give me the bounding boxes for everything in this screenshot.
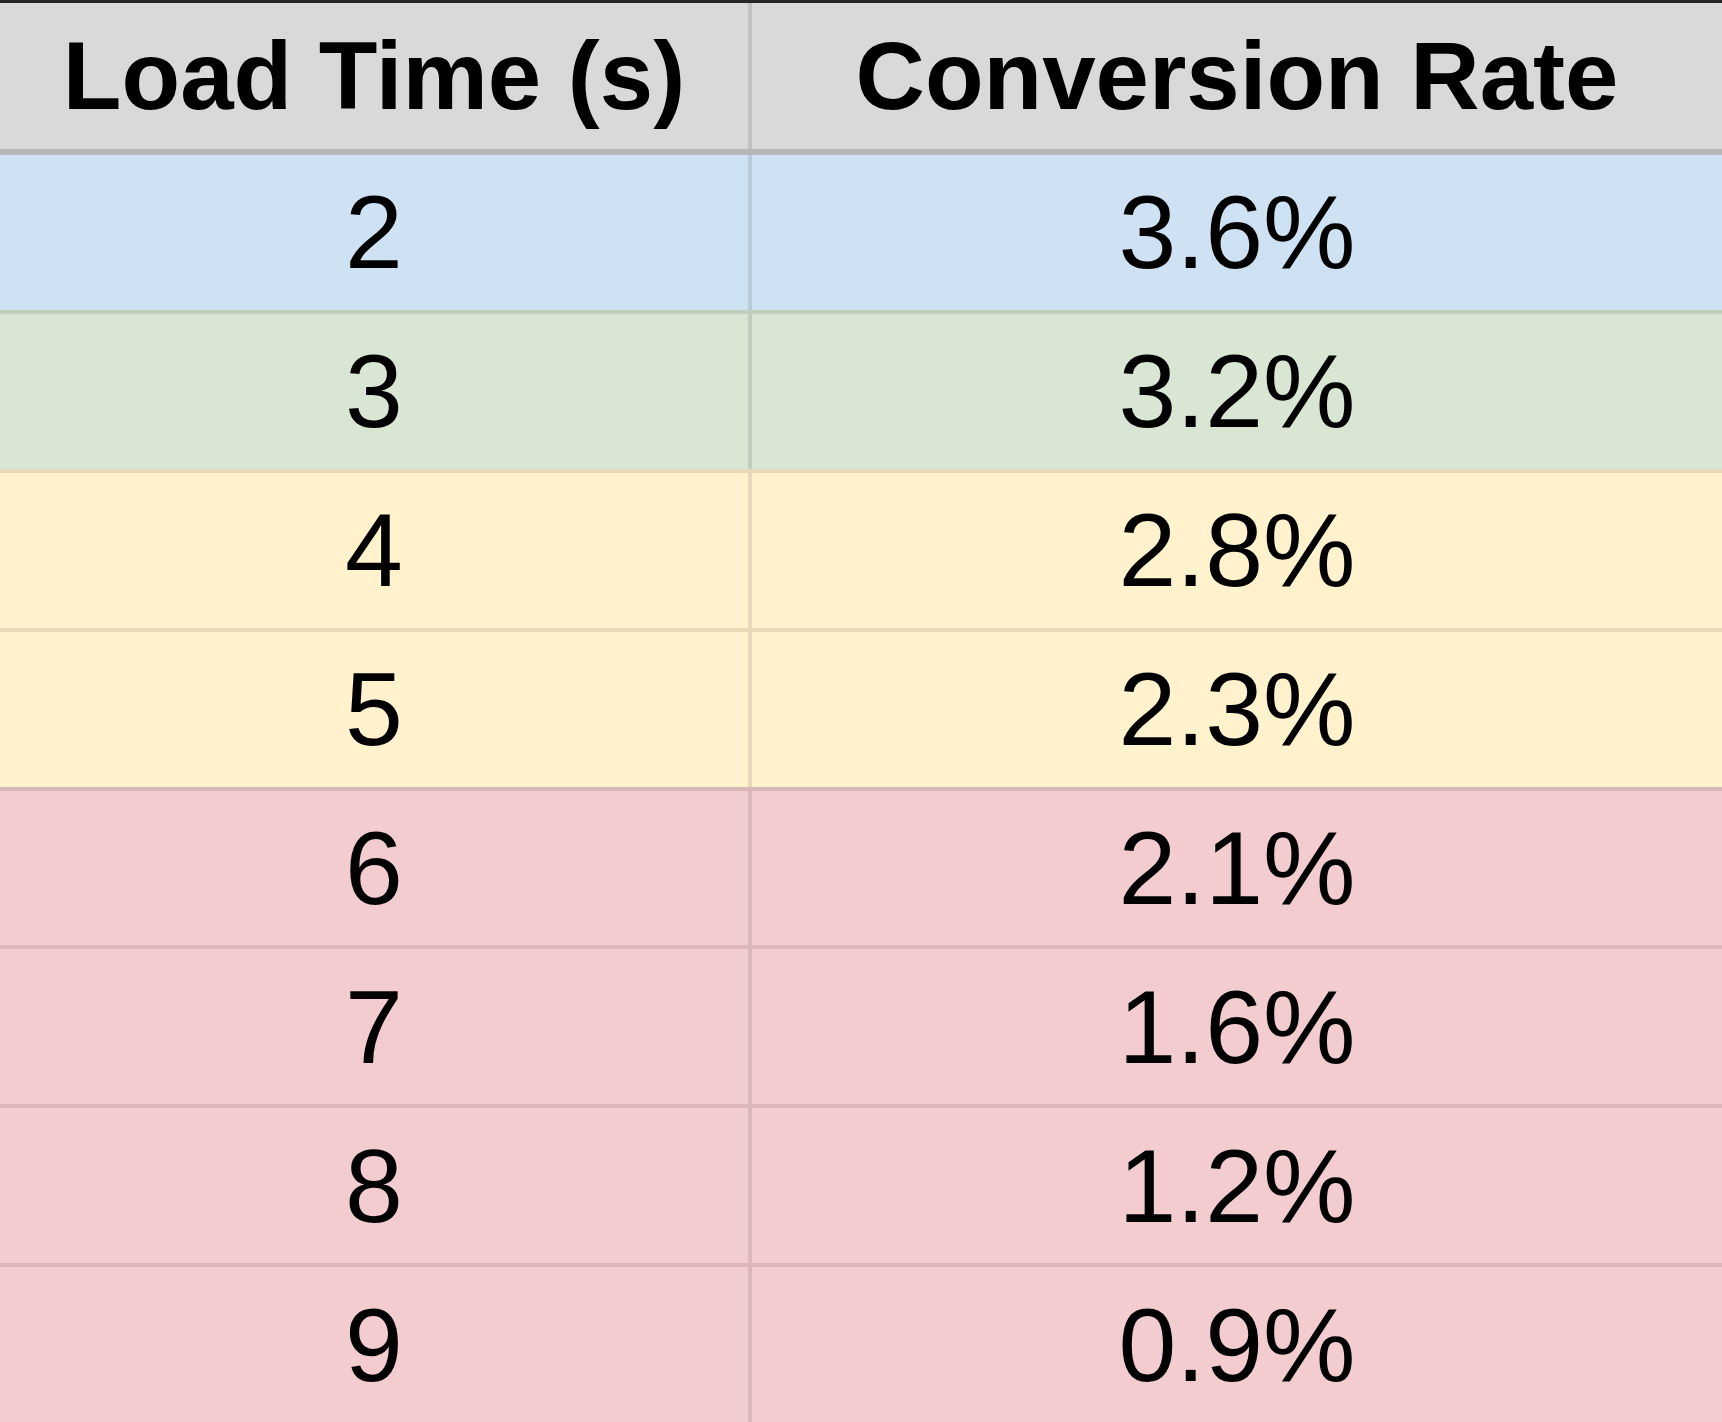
table-row-load-2: 2 3.6% xyxy=(0,155,1722,310)
cell-load-time-9[interactable]: 9 xyxy=(0,1267,752,1422)
cell-conversion-rate-4[interactable]: 2.8% xyxy=(752,473,1722,628)
conversion-rate-table: Load Time (s) Conversion Rate 2 3.6% 3 3… xyxy=(0,0,1722,1422)
cell-load-time-5[interactable]: 5 xyxy=(0,632,752,787)
table-row-load-7: 7 1.6% xyxy=(0,945,1722,1104)
cell-load-time-4[interactable]: 4 xyxy=(0,473,752,628)
header-conversion-rate[interactable]: Conversion Rate xyxy=(752,3,1722,149)
cell-conversion-rate-3[interactable]: 3.2% xyxy=(752,314,1722,469)
cell-load-time-7[interactable]: 7 xyxy=(0,949,752,1104)
cell-load-time-3[interactable]: 3 xyxy=(0,314,752,469)
cell-conversion-rate-2[interactable]: 3.6% xyxy=(752,155,1722,310)
table-row-load-9: 9 0.9% xyxy=(0,1263,1722,1422)
cell-conversion-rate-5[interactable]: 2.3% xyxy=(752,632,1722,787)
cell-conversion-rate-9[interactable]: 0.9% xyxy=(752,1267,1722,1422)
cell-load-time-8[interactable]: 8 xyxy=(0,1108,752,1263)
table-row-load-3: 3 3.2% xyxy=(0,310,1722,469)
cell-conversion-rate-7[interactable]: 1.6% xyxy=(752,949,1722,1104)
cell-conversion-rate-6[interactable]: 2.1% xyxy=(752,791,1722,946)
header-load-time[interactable]: Load Time (s) xyxy=(0,3,752,149)
cell-load-time-2[interactable]: 2 xyxy=(0,155,752,310)
table-row-load-6: 6 2.1% xyxy=(0,787,1722,946)
table-row-load-4: 4 2.8% xyxy=(0,469,1722,628)
cell-load-time-6[interactable]: 6 xyxy=(0,791,752,946)
table-row-load-5: 5 2.3% xyxy=(0,628,1722,787)
cell-conversion-rate-8[interactable]: 1.2% xyxy=(752,1108,1722,1263)
table-header-row: Load Time (s) Conversion Rate xyxy=(0,3,1722,155)
table-row-load-8: 8 1.2% xyxy=(0,1104,1722,1263)
